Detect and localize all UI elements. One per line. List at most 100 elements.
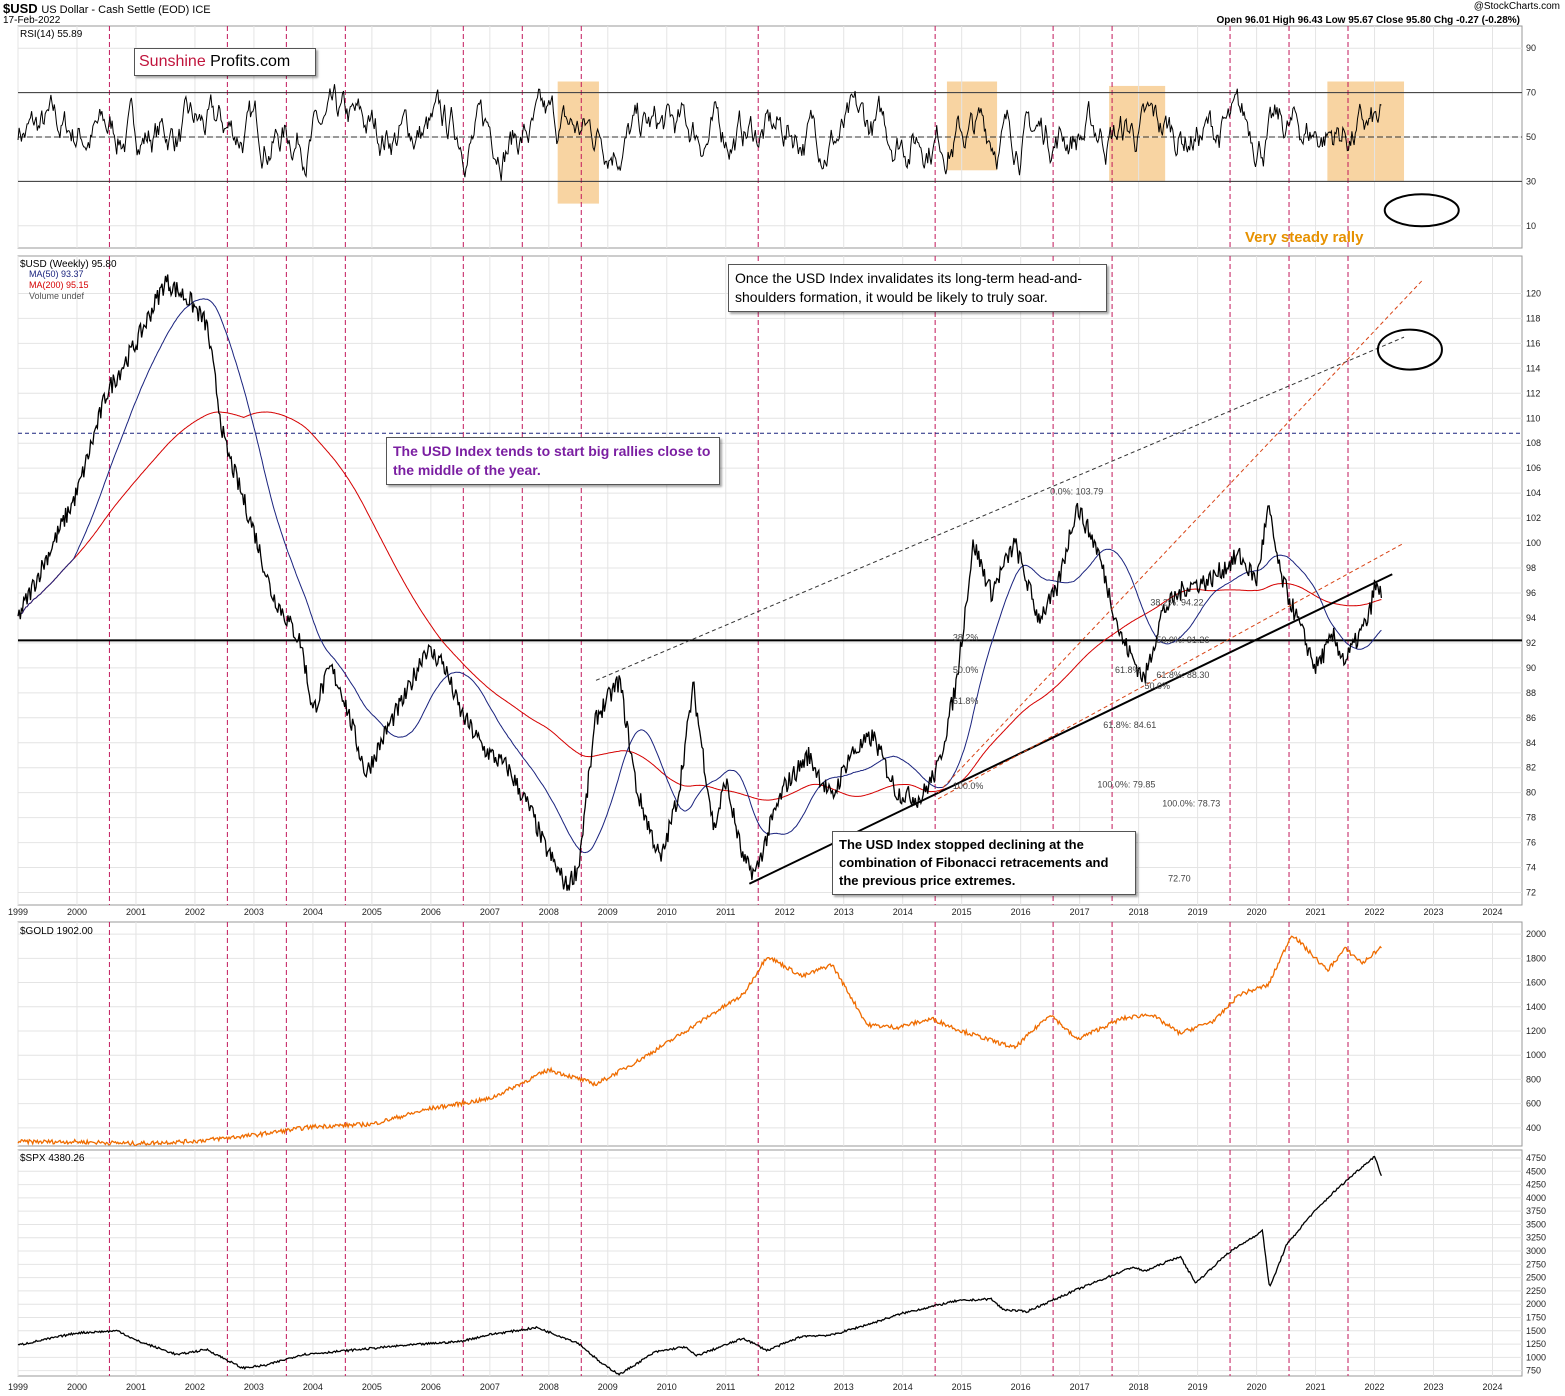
y-tick-label: 102 [1526, 513, 1541, 523]
x-tick-label: 2018 [1129, 907, 1149, 917]
x-tick-label: 2020 [1247, 907, 1267, 917]
fib-label: 50.0% [953, 665, 979, 675]
x-tick-label: 2011 [716, 907, 735, 917]
volume-legend: Volume undef [29, 291, 85, 301]
y-tick-label: 94 [1526, 613, 1536, 623]
x-tick-label: 2002 [185, 907, 205, 917]
x-tick-label: 2024 [1482, 1382, 1502, 1392]
rsi-highlight-box [946, 81, 998, 171]
y-tick-label: 3750 [1526, 1206, 1546, 1216]
sunshine-profits-logo: Sunshine Profits.com [134, 48, 316, 76]
trend-line [937, 280, 1423, 794]
x-tick-label: 1999 [8, 1382, 28, 1392]
y-tick-label: 84 [1526, 738, 1536, 748]
rsi-highlight-box [1327, 81, 1405, 182]
x-tick-label: 2022 [1365, 907, 1385, 917]
y-tick-label: 78 [1526, 813, 1536, 823]
x-tick-label: 2010 [657, 1382, 677, 1392]
rsi-rally-note: Very steady rally [1245, 229, 1364, 246]
y-tick-label: 1600 [1526, 978, 1546, 988]
y-tick-label: 88 [1526, 688, 1536, 698]
x-tick-label: 2005 [362, 907, 382, 917]
x-tick-label: 2005 [362, 1382, 382, 1392]
panel-frame [17, 921, 1523, 1147]
x-tick-label: 2015 [952, 1382, 972, 1392]
x-tick-label: 2009 [598, 907, 618, 917]
x-tick-label: 2006 [421, 907, 441, 917]
x-tick-label: 2012 [775, 907, 795, 917]
fib-label: 50.0%: 91.26 [1156, 635, 1209, 645]
x-tick-label: 2016 [1011, 907, 1031, 917]
y-tick-label: 96 [1526, 588, 1536, 598]
x-tick-label: 2010 [657, 907, 677, 917]
y-tick-label: 86 [1526, 713, 1536, 723]
axes: 90 70 50 30 10 72 74 76 78 80 82 84 86 88 90 92 94 96 98 10… [8, 43, 1546, 1392]
ma200-line [17, 411, 1382, 801]
x-tick-label: 2002 [185, 1382, 205, 1392]
x-tick-label: 2015 [952, 907, 972, 917]
x-tick-label: 2021 [1306, 1382, 1326, 1392]
y-tick-label: 76 [1526, 838, 1536, 848]
y-tick-label: 4750 [1526, 1153, 1546, 1163]
fib-label: 72.70 [1168, 873, 1191, 883]
gold-price-line [17, 935, 1382, 1147]
fib-label: 0.0%: 103.79 [1050, 486, 1103, 496]
x-tick-label: 2019 [1188, 1382, 1208, 1392]
y-tick-label: 2250 [1526, 1286, 1546, 1296]
y-tick-label: 1250 [1526, 1339, 1546, 1349]
x-tick-label: 2007 [480, 1382, 500, 1392]
ohlc-readout: Open 96.01 High 96.43 Low 95.67 Close 95… [1216, 15, 1520, 26]
x-tick-label: 2000 [67, 907, 87, 917]
y-tick-label: 3250 [1526, 1233, 1546, 1243]
y-tick-label: 3500 [1526, 1219, 1546, 1229]
trend-line [595, 336, 1405, 681]
x-tick-label: 2013 [834, 907, 854, 917]
usd-price-line [17, 274, 1383, 891]
x-tick-label: 2023 [1424, 1382, 1444, 1392]
y-tick-label: 2000 [1526, 929, 1546, 939]
x-tick-label: 2003 [244, 907, 264, 917]
x-tick-label: 2023 [1424, 907, 1444, 917]
y-tick-label: 72 [1526, 888, 1536, 898]
x-tick-label: 2019 [1188, 907, 1208, 917]
fib-label: 100.0%: 79.85 [1097, 780, 1155, 790]
gold-label: $GOLD 1902.00 [20, 926, 93, 937]
x-tick-label: 2004 [303, 907, 323, 917]
target-ellipse [1376, 328, 1443, 371]
rsi-line [17, 84, 1382, 181]
y-tick-label: 100 [1526, 538, 1541, 548]
spx-price-line [17, 1155, 1382, 1376]
x-tick-label: 2014 [893, 1382, 913, 1392]
y-tick-label: 74 [1526, 863, 1536, 873]
y-tick-label: 600 [1526, 1099, 1541, 1109]
x-tick-label: 2006 [421, 1382, 441, 1392]
x-tick-label: 2021 [1306, 907, 1326, 917]
x-tick-label: 2024 [1482, 907, 1502, 917]
fib-label: 61.8% [1115, 665, 1141, 675]
y-tick-label: 1000 [1526, 1050, 1546, 1060]
chart-source: @StockCharts.com [1473, 1, 1560, 12]
y-tick-label: 1800 [1526, 953, 1546, 963]
gold-price-panel [17, 935, 1382, 1147]
x-tick-label: 2016 [1011, 1382, 1031, 1392]
y-tick-label: 750 [1526, 1366, 1541, 1376]
annotation-seasonality: The USD Index tends to start big rallies… [386, 437, 720, 485]
x-tick-label: 2011 [716, 1382, 735, 1392]
usd-legend-main: $USD (Weekly) 95.80 [20, 259, 117, 270]
x-tick-label: 2020 [1247, 1382, 1267, 1392]
fib-label: 100.0%: 78.73 [1162, 798, 1220, 808]
y-tick-label: 98 [1526, 563, 1536, 573]
y-tick-label: 800 [1526, 1074, 1541, 1084]
x-tick-label: 2009 [598, 1382, 618, 1392]
y-tick-label: 4000 [1526, 1193, 1546, 1203]
fib-label: 61.8%: 84.61 [1103, 720, 1156, 730]
y-tick-label: 82 [1526, 763, 1536, 773]
y-tick-label: 1400 [1526, 1002, 1546, 1012]
y-tick-label: 90 [1526, 43, 1536, 53]
x-tick-label: 2000 [67, 1382, 87, 1392]
y-tick-label: 120 [1526, 288, 1541, 298]
y-tick-label: 90 [1526, 663, 1536, 673]
y-tick-label: 1000 [1526, 1352, 1546, 1362]
x-tick-label: 2004 [303, 1382, 323, 1392]
